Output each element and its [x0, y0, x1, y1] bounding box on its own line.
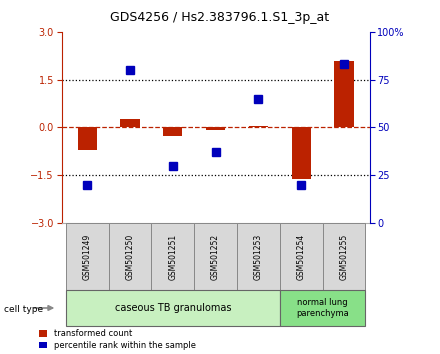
Bar: [249, 126, 268, 127]
Bar: [121, 119, 139, 127]
Text: normal lung
parenchyma: normal lung parenchyma: [296, 298, 349, 318]
Text: GSM501252: GSM501252: [211, 234, 220, 280]
Bar: [194, 223, 237, 290]
Bar: [334, 61, 354, 127]
Text: GSM501249: GSM501249: [83, 234, 92, 280]
Text: GDS4256 / Hs2.383796.1.S1_3p_at: GDS4256 / Hs2.383796.1.S1_3p_at: [110, 11, 330, 24]
Bar: [109, 223, 151, 290]
Bar: [206, 127, 225, 130]
Text: GSM501251: GSM501251: [169, 234, 177, 280]
Legend: transformed count, percentile rank within the sample: transformed count, percentile rank withi…: [39, 329, 195, 350]
Text: caseous TB granulomas: caseous TB granulomas: [114, 303, 231, 313]
Text: GSM501250: GSM501250: [125, 234, 135, 280]
Bar: [163, 127, 183, 136]
Bar: [292, 127, 311, 179]
Text: GSM501254: GSM501254: [297, 234, 306, 280]
Bar: [77, 127, 97, 150]
Bar: [280, 223, 323, 290]
Bar: [66, 290, 280, 326]
Bar: [280, 290, 365, 326]
Bar: [66, 223, 109, 290]
Bar: [323, 223, 365, 290]
Text: cell type: cell type: [4, 305, 44, 314]
Bar: [237, 223, 280, 290]
Text: GSM501255: GSM501255: [339, 234, 348, 280]
Text: GSM501253: GSM501253: [254, 234, 263, 280]
Bar: [151, 223, 194, 290]
